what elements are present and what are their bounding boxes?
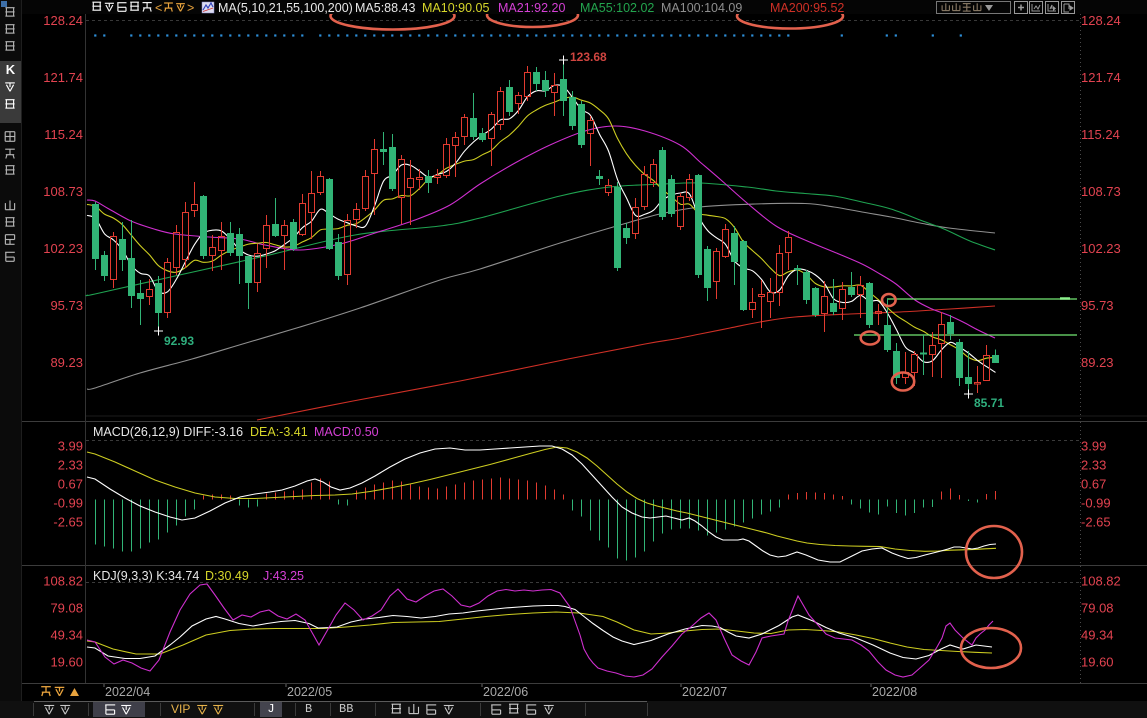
svg-text:102.23: 102.23 xyxy=(1081,241,1121,256)
svg-text:79.08: 79.08 xyxy=(50,601,83,616)
svg-text:108.82: 108.82 xyxy=(43,574,83,589)
svg-text:121.74: 121.74 xyxy=(43,70,83,85)
svg-text:DEA:-3.41: DEA:-3.41 xyxy=(250,425,308,439)
svg-text:79.08: 79.08 xyxy=(1081,601,1114,616)
svg-text:121.74: 121.74 xyxy=(1081,70,1121,85)
svg-text:0.67: 0.67 xyxy=(58,477,83,492)
svg-text:2022/06: 2022/06 xyxy=(483,685,528,699)
svg-text:0.67: 0.67 xyxy=(1081,477,1106,492)
svg-text:MA(5,10,21,55,100,200): MA(5,10,21,55,100,200) xyxy=(218,1,353,15)
svg-text:115.24: 115.24 xyxy=(44,127,83,142)
svg-text:-0.99: -0.99 xyxy=(53,496,83,511)
svg-text:108.73: 108.73 xyxy=(43,184,83,199)
svg-text:3.99: 3.99 xyxy=(58,439,83,454)
svg-text:49.34: 49.34 xyxy=(1081,628,1114,643)
svg-text:2.33: 2.33 xyxy=(58,458,83,473)
svg-text:MACD:0.50: MACD:0.50 xyxy=(314,425,379,439)
svg-text:MA5:88.43: MA5:88.43 xyxy=(355,1,416,15)
svg-text:KDJ(9,3,3) K:34.74: KDJ(9,3,3) K:34.74 xyxy=(93,569,199,583)
svg-text:128.24: 128.24 xyxy=(1081,13,1121,28)
svg-text:-0.99: -0.99 xyxy=(1081,496,1111,511)
svg-text:108.82: 108.82 xyxy=(1081,574,1121,589)
svg-text:J:43.25: J:43.25 xyxy=(263,569,304,583)
svg-text:102.23: 102.23 xyxy=(43,241,83,256)
svg-text:2022/08: 2022/08 xyxy=(872,685,917,699)
svg-text:-2.65: -2.65 xyxy=(53,515,83,530)
svg-text:128.24: 128.24 xyxy=(43,13,83,28)
svg-text:2022/07: 2022/07 xyxy=(682,685,727,699)
svg-text:108.73: 108.73 xyxy=(1081,184,1121,199)
svg-text:95.73: 95.73 xyxy=(50,298,83,313)
svg-text:<: < xyxy=(155,1,162,15)
svg-text:19.60: 19.60 xyxy=(1081,655,1114,670)
svg-text:MACD(26,12,9) DIFF:-3.16: MACD(26,12,9) DIFF:-3.16 xyxy=(93,425,243,439)
svg-text:89.23: 89.23 xyxy=(1081,355,1114,370)
svg-text:MA200:95.52: MA200:95.52 xyxy=(770,1,844,15)
svg-text:MA21:92.20: MA21:92.20 xyxy=(498,1,565,15)
svg-text:95.73: 95.73 xyxy=(1081,298,1114,313)
svg-text:MA100:104.09: MA100:104.09 xyxy=(661,1,742,15)
svg-text:89.23: 89.23 xyxy=(50,355,83,370)
svg-text:92.93: 92.93 xyxy=(164,334,194,348)
svg-text:49.34: 49.34 xyxy=(50,628,83,643)
svg-text:85.71: 85.71 xyxy=(974,396,1004,410)
svg-text:2022/04: 2022/04 xyxy=(105,685,150,699)
svg-text:3.99: 3.99 xyxy=(1081,439,1106,454)
svg-text:115.24: 115.24 xyxy=(1081,127,1120,142)
svg-text:123.68: 123.68 xyxy=(570,50,607,64)
svg-text:>: > xyxy=(187,1,194,15)
svg-text:19.60: 19.60 xyxy=(50,655,83,670)
svg-text:2022/05: 2022/05 xyxy=(287,685,332,699)
svg-text:2.33: 2.33 xyxy=(1081,458,1106,473)
svg-text:D:30.49: D:30.49 xyxy=(205,569,249,583)
svg-text:MA55:102.02: MA55:102.02 xyxy=(580,1,654,15)
svg-text:-2.65: -2.65 xyxy=(1081,515,1111,530)
svg-text:MA10:90.05: MA10:90.05 xyxy=(422,1,489,15)
